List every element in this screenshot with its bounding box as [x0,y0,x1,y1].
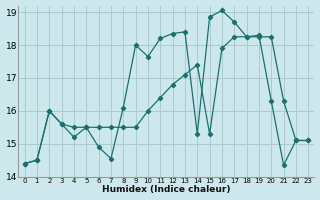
X-axis label: Humidex (Indice chaleur): Humidex (Indice chaleur) [102,185,231,194]
